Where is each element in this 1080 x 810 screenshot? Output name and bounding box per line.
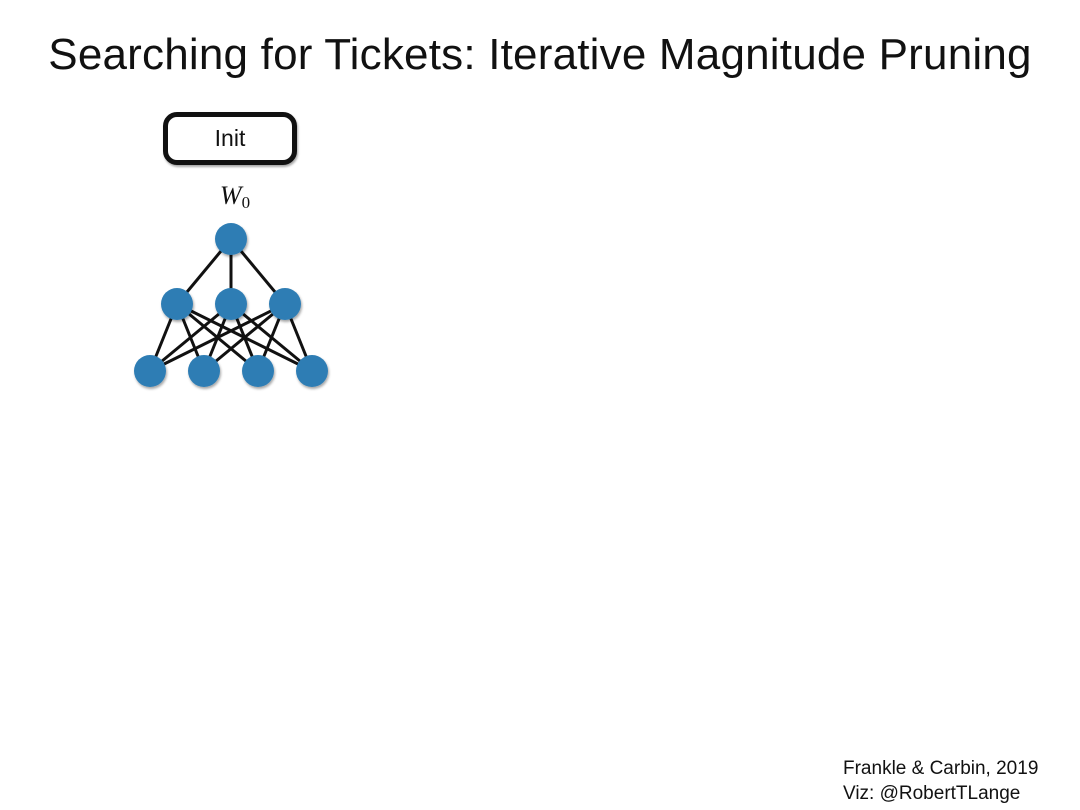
edge-l1-0-to-0	[148, 303, 179, 372]
neuron-layer2-2	[242, 355, 274, 387]
edge-l1-1-to-3	[230, 302, 313, 373]
network-edges	[148, 238, 314, 373]
edge-l0-0-to-0	[175, 238, 233, 305]
weights-label: W0	[200, 181, 270, 213]
viz-credit-text: Viz: @RobertTLange	[843, 783, 1021, 804]
edge-l0-0-to-2	[229, 238, 287, 305]
neuron-layer1-1	[215, 288, 247, 320]
neuron-layer2-0	[134, 355, 166, 387]
neuron-layer1-2	[269, 288, 301, 320]
edge-l1-1-to-0	[149, 302, 232, 373]
edge-l1-1-to-2	[229, 303, 260, 372]
edge-l1-2-to-2	[256, 303, 287, 372]
citation-text: Frankle & Carbin, 2019	[843, 758, 1039, 779]
neuron-layer2-3	[296, 355, 328, 387]
neuron-layer0-0	[215, 223, 247, 255]
edge-l1-0-to-2	[176, 302, 259, 373]
weights-symbol: W	[219, 181, 242, 210]
edge-l1-2-to-3	[283, 303, 314, 372]
neuron-layer1-0	[161, 288, 193, 320]
edge-l1-0-to-1	[175, 303, 206, 372]
network-nodes	[134, 223, 328, 387]
edge-l1-1-to-1	[202, 303, 233, 372]
edge-l1-2-to-1	[203, 302, 286, 373]
weights-subscript: 0	[241, 193, 251, 212]
credits: Frankle & Carbin, 2019 Viz: @RobertTLang…	[843, 756, 1073, 806]
init-step-box: Init	[163, 112, 297, 165]
neuron-layer2-1	[188, 355, 220, 387]
slide-title: Searching for Tickets: Iterative Magnitu…	[48, 30, 1032, 79]
edge-l1-0-to-3	[176, 302, 313, 373]
edge-l1-2-to-0	[149, 302, 286, 373]
init-step-label: Init	[214, 125, 246, 151]
